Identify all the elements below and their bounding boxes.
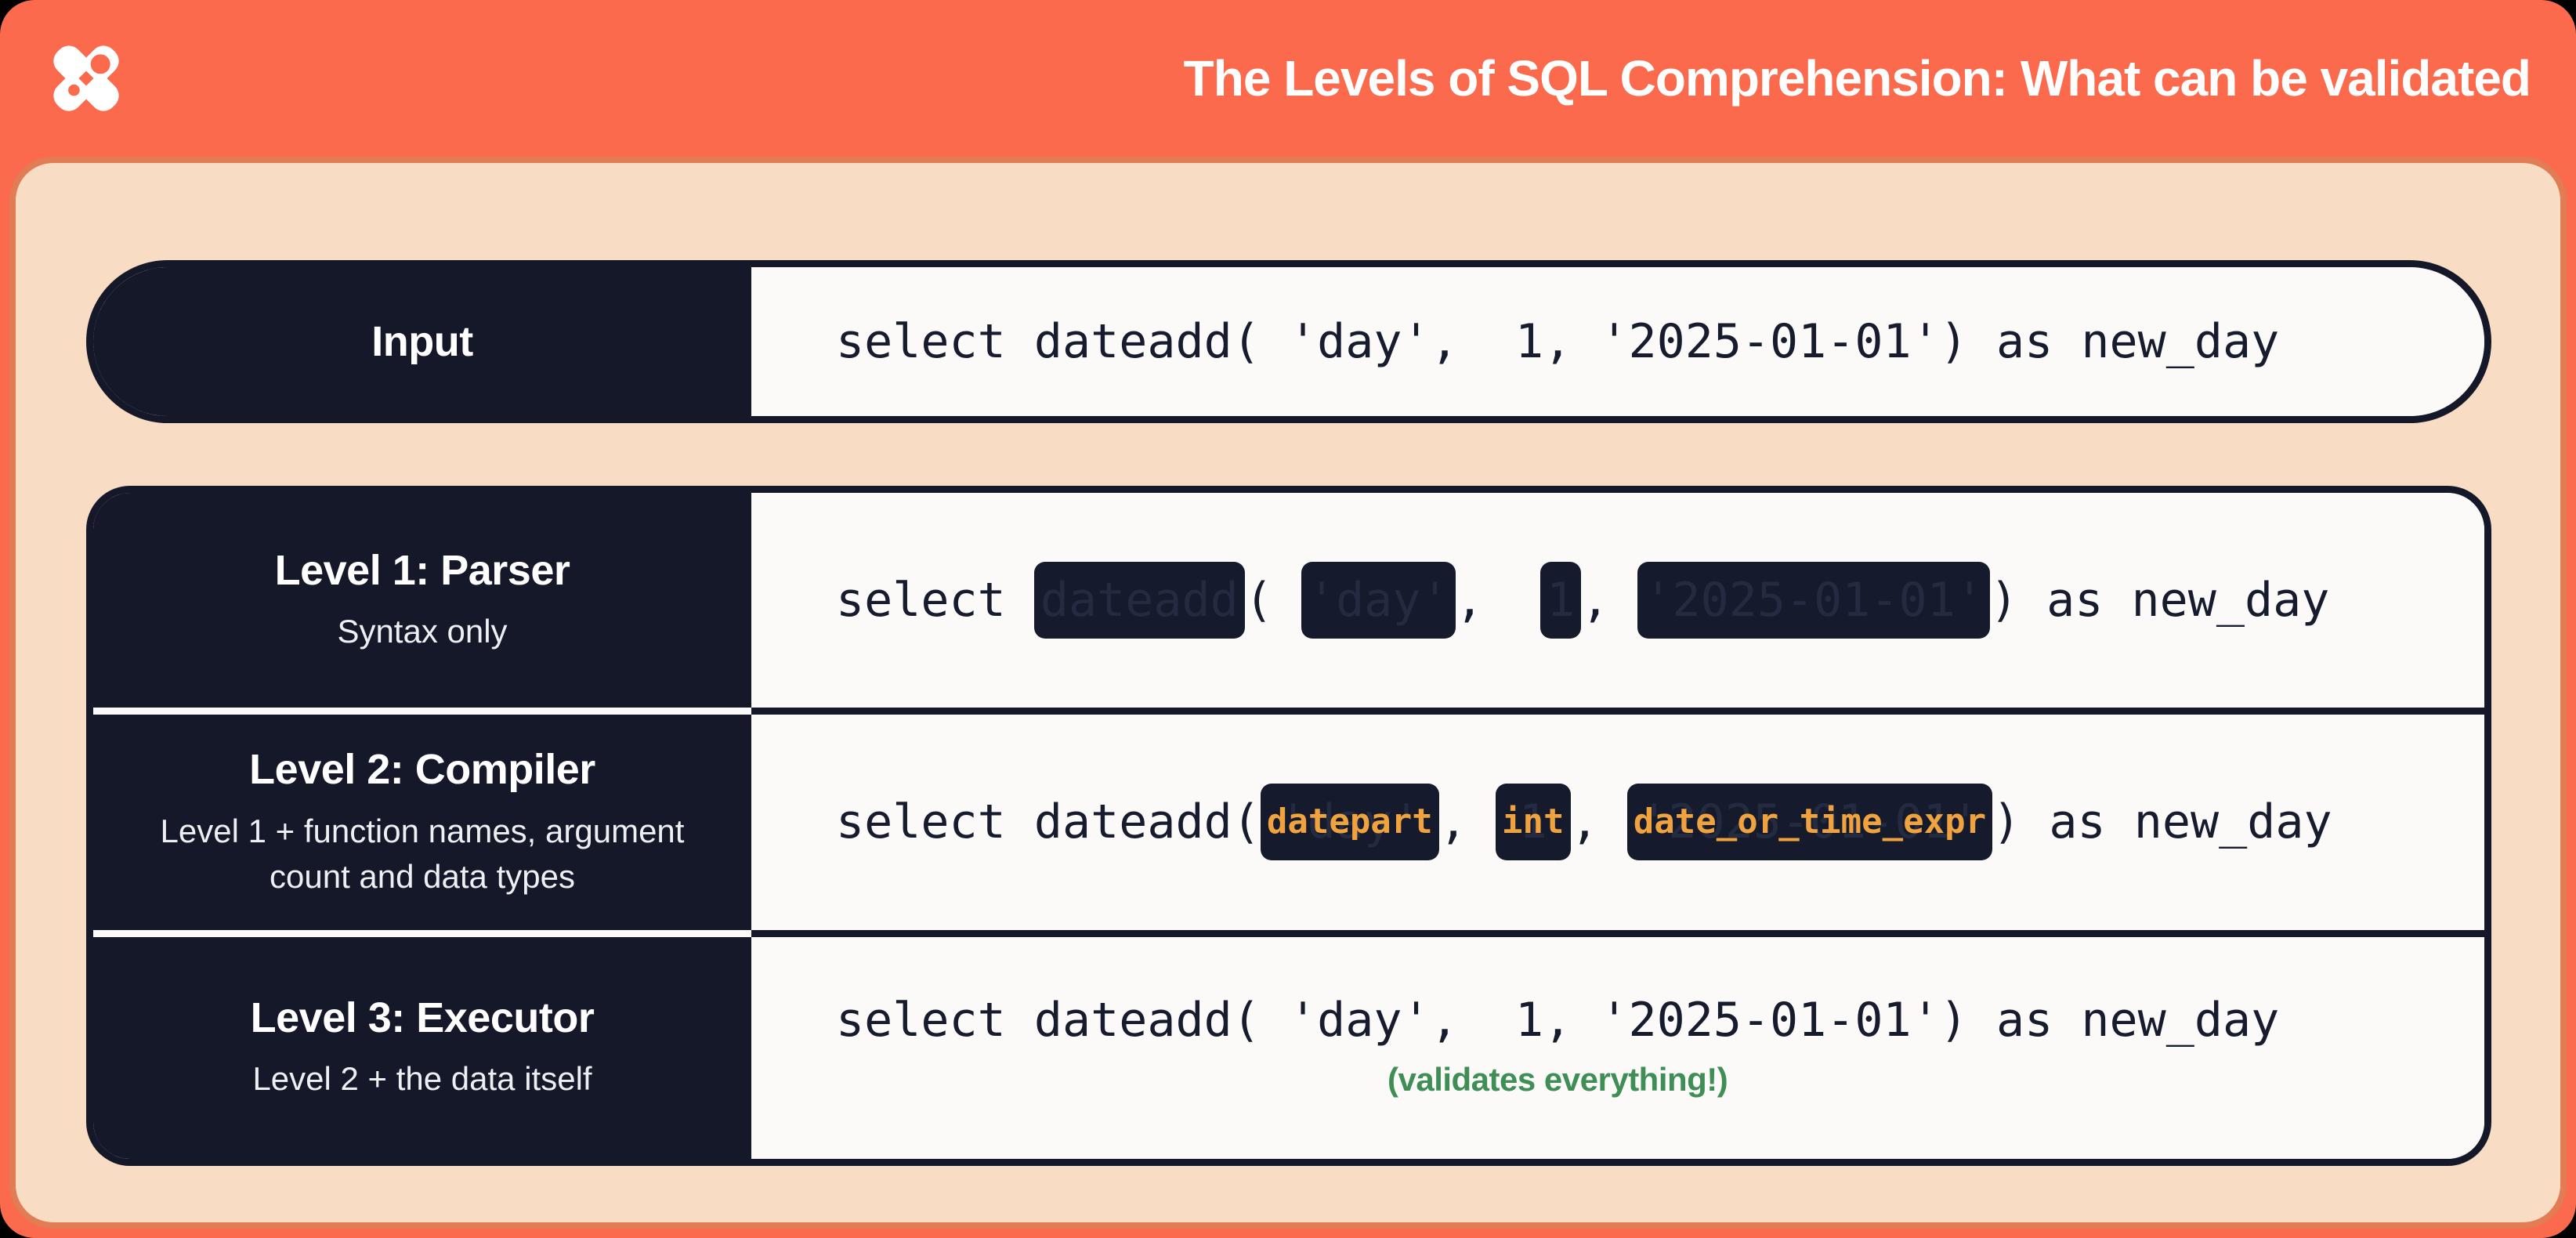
level3-code-cell: select dateadd( 'day', 1, '2025-01-01') … [751, 936, 2484, 1159]
level3-label-cell: Level 3: Executor Level 2 + the data its… [93, 936, 751, 1159]
input-label-cell: Input [93, 267, 751, 416]
input-label: Input [371, 317, 473, 365]
ghost-text: 1 [1547, 573, 1576, 628]
level2-subtitle: Level 1 + function names, argument count… [160, 812, 685, 895]
content-panel: Input select dateadd( 'day', 1, '2025-01… [9, 157, 2567, 1229]
code-segment: select dateadd( 'day', 1, '2025-01-01') … [836, 993, 2280, 1048]
level3-code-stack: select dateadd( 'day', 1, '2025-01-01') … [836, 997, 2279, 1099]
level3-subtitle: Level 2 + the data itself [252, 1060, 592, 1098]
type-token: datepart [1266, 802, 1433, 842]
input-row: Input select dateadd( 'day', 1, '2025-01… [86, 260, 2491, 423]
input-code-cell: select dateadd( 'day', 1, '2025-01-01') … [751, 267, 2484, 416]
type-token: date_or_time_expr [1633, 802, 1987, 842]
level2-row: Level 2: Compiler Level 1 + function nam… [93, 715, 2484, 937]
validates-caption: (validates everything!) [1387, 1061, 1728, 1099]
levels-table: Level 1: Parser Syntax only select datea… [86, 486, 2491, 1166]
code-segment: , [1455, 573, 1540, 628]
level2-title: Level 2: Compiler [249, 746, 595, 794]
level3-row: Level 3: Executor Level 2 + the data its… [93, 936, 2484, 1159]
dbt-logo-icon [53, 45, 119, 111]
level1-row: Level 1: Parser Syntax only select datea… [93, 493, 2484, 715]
level3-title: Level 3: Executor [250, 994, 595, 1042]
ghost-text: 'day' [1308, 573, 1449, 628]
redacted-token: 1 [1540, 562, 1582, 639]
type-token: int [1502, 802, 1565, 842]
level2-label-cell: Level 2: Compiler Level 1 + function nam… [93, 715, 751, 937]
code-segment: select dateadd( 'day', 1, '2025-01-01') … [836, 314, 2280, 369]
redacted-token: '2025-01-01' [1637, 562, 1990, 639]
level1-code-cell: select dateadd ( 'day' , 1 , '2025-01-01… [751, 493, 2484, 715]
ghost-text: 1 [1518, 795, 1547, 850]
code-segment: ( [1244, 573, 1301, 628]
ghost-text: '2025-01-01' [1640, 795, 1980, 850]
level1-title: Level 1: Parser [274, 547, 570, 595]
code-segment: ) as new_day [1989, 573, 2330, 628]
level1-code-line: select dateadd ( 'day' , 1 , '2025-01-01… [836, 562, 2329, 639]
redacted-token: dateadd [1033, 562, 1245, 639]
code-segment: , [1570, 795, 1627, 850]
ghost-text: 'day' [1279, 795, 1421, 850]
level3-code-line: select dateadd( 'day', 1, '2025-01-01') … [836, 997, 2279, 1044]
input-code-line: select dateadd( 'day', 1, '2025-01-01') … [836, 318, 2279, 365]
level2-code-cell: select dateadd( 'day' datepart , 1 int , '… [751, 715, 2484, 937]
page-title: The Levels of SQL Comprehension: What ca… [1183, 50, 2531, 107]
redacted-token-datepart: 'day' datepart [1260, 784, 1439, 861]
code-segment: , [1581, 573, 1638, 628]
redacted-token-date-expr: '2025-01-01' date_or_time_expr [1626, 784, 1993, 861]
level1-subtitle: Syntax only [337, 613, 508, 650]
code-segment: select [836, 573, 1034, 628]
redacted-token: 'day' [1301, 562, 1456, 639]
code-segment: select dateadd( [836, 795, 1261, 850]
code-segment: , [1438, 795, 1496, 850]
code-segment: ) as new_day [1992, 795, 2332, 850]
header-bar: The Levels of SQL Comprehension: What ca… [0, 0, 2576, 157]
ghost-text: dateadd [1040, 573, 1239, 628]
redacted-token-int: 1 int [1496, 784, 1571, 861]
level2-code-line: select dateadd( 'day' datepart , 1 int , '… [836, 784, 2332, 861]
level1-label-cell: Level 1: Parser Syntax only [93, 493, 751, 715]
ghost-text: '2025-01-01' [1644, 573, 1984, 628]
